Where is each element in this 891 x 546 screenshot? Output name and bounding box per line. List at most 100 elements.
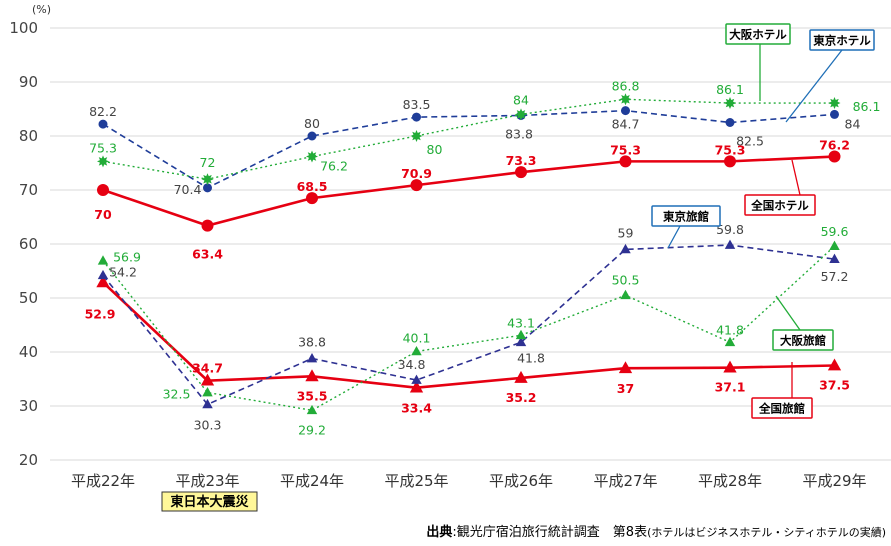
data-label: 57.2 — [821, 269, 849, 284]
source-parenthetical: (ホテルはビジネスホテル・シティホテルの実績) — [647, 525, 886, 539]
data-label: 38.8 — [298, 334, 326, 349]
data-label: 59.8 — [716, 222, 744, 237]
data-label: 56.9 — [113, 250, 141, 265]
data-point — [724, 155, 736, 168]
y-tick-label: 20 — [19, 451, 38, 469]
callout-box — [725, 23, 791, 45]
data-label: 41.8 — [716, 322, 744, 337]
data-label: 29.2 — [298, 422, 326, 437]
data-label: 35.2 — [506, 390, 537, 405]
legend-label: 全国旅館 — [758, 402, 805, 416]
data-label: 76.2 — [320, 159, 348, 174]
data-label: 33.4 — [401, 401, 432, 416]
data-point — [828, 97, 841, 110]
data-label: 75.3 — [715, 142, 746, 157]
callout-box — [651, 205, 721, 227]
y-axis: (%) 20 30 40 50 60 70 80 90 100 — [9, 3, 51, 469]
data-label: 52.9 — [85, 306, 116, 321]
callout-pointer — [667, 225, 681, 249]
earthquake-annotation: 東日本大震災 — [161, 491, 258, 512]
data-point — [307, 131, 317, 141]
data-point — [723, 360, 737, 373]
source-note: 出典:観光庁宿泊旅行統計調査 第8表(ホテルはビジネスホテル・シティホテルの実績… — [426, 524, 886, 540]
data-label: 86.1 — [716, 82, 744, 97]
data-label: 40.1 — [403, 330, 431, 345]
legend-label: 東京旅館 — [663, 210, 709, 224]
data-point — [619, 155, 632, 168]
data-point — [829, 253, 840, 263]
data-label: 83.5 — [403, 97, 431, 112]
data-point — [97, 269, 109, 280]
series-group — [96, 93, 842, 415]
callout-pointer — [785, 49, 843, 123]
data-point — [725, 118, 735, 127]
data-point — [97, 255, 109, 265]
data-point — [514, 370, 528, 383]
data-label: 54.2 — [109, 264, 137, 279]
data-point — [410, 130, 423, 142]
data-point — [724, 97, 736, 110]
data-label: 63.4 — [192, 247, 223, 262]
series-line-4 — [102, 244, 835, 406]
data-point — [305, 369, 319, 382]
data-point — [202, 387, 213, 397]
data-point — [200, 373, 215, 386]
data-point — [203, 183, 212, 193]
data-point — [620, 289, 631, 300]
data-point — [202, 398, 213, 409]
data-point — [830, 109, 839, 119]
callout-box — [772, 329, 834, 351]
source-bold: 出典 — [426, 524, 452, 540]
data-label: 75.3 — [610, 142, 641, 157]
callout-box — [744, 194, 816, 216]
legend-label: 大阪ホテル — [729, 28, 787, 42]
data-point — [97, 184, 109, 196]
series-line-3 — [102, 281, 835, 389]
data-label: 72 — [200, 155, 216, 170]
data-point — [724, 336, 736, 347]
legend-label: 東京ホテル — [813, 34, 871, 48]
data-label: 83.8 — [505, 126, 533, 141]
data-label: 84.7 — [612, 117, 640, 132]
x-tick-label: 平成27年 — [593, 472, 657, 490]
data-point — [201, 219, 214, 232]
x-tick-label: 平成24年 — [280, 472, 344, 490]
earthquake-label: 東日本大震災 — [170, 494, 249, 510]
data-label: 70.9 — [401, 166, 432, 181]
grid-lines — [50, 27, 891, 461]
y-tick-label: 50 — [19, 289, 38, 307]
data-point — [618, 361, 633, 374]
data-point — [515, 336, 527, 347]
data-point — [97, 155, 109, 168]
data-point — [306, 352, 318, 363]
data-point — [96, 275, 110, 288]
data-label: 41.8 — [517, 350, 545, 365]
data-label: 75.3 — [89, 140, 117, 155]
data-point — [724, 239, 736, 249]
callout-box — [809, 29, 875, 51]
y-tick-label: 70 — [19, 181, 38, 199]
data-point — [619, 93, 632, 106]
data-point — [306, 150, 318, 163]
y-axis-unit: (%) — [32, 3, 51, 16]
data-point — [411, 345, 422, 356]
data-point — [410, 179, 423, 192]
data-point — [201, 173, 214, 186]
data-label: 76.2 — [819, 138, 850, 153]
data-point — [827, 358, 842, 371]
data-label: 37 — [617, 381, 634, 396]
data-label: 34.8 — [398, 357, 426, 372]
data-label: 50.5 — [612, 272, 640, 287]
data-label: 37.1 — [715, 380, 746, 395]
data-point — [412, 112, 421, 122]
callout-box — [751, 397, 813, 419]
data-point — [306, 404, 318, 415]
y-tick-label: 100 — [9, 19, 38, 37]
legend-label: 全国ホテル — [750, 199, 809, 213]
y-tick-label: 40 — [19, 343, 38, 361]
data-label: 84 — [513, 92, 529, 107]
data-label: 86.1 — [853, 99, 881, 114]
data-point — [515, 108, 527, 121]
